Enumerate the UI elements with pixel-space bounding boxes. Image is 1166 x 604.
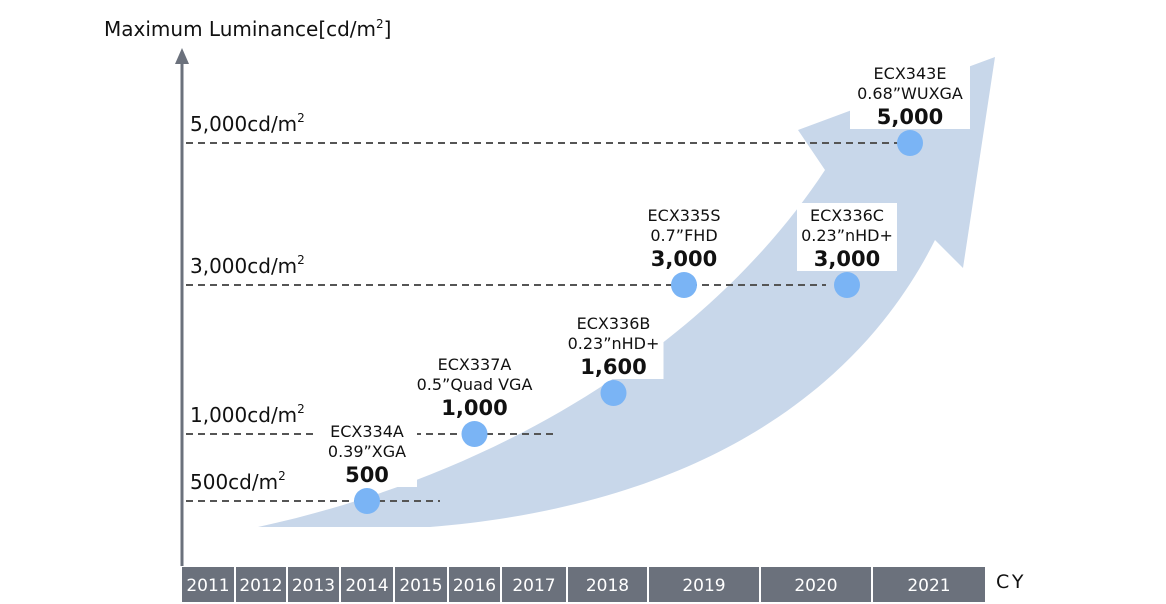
- year-label: 2011: [186, 576, 229, 596]
- point-value-label: 3,000: [651, 247, 717, 271]
- point-model: ECX335S: [648, 206, 721, 225]
- year-label: 2012: [239, 576, 282, 596]
- year-label: 2017: [512, 576, 555, 596]
- point-value-label: 500: [345, 463, 389, 487]
- year-cell: [761, 567, 871, 602]
- year-cell: [502, 567, 566, 602]
- data-point: [354, 488, 380, 514]
- year-cell: [873, 567, 985, 602]
- year-label: 2015: [399, 576, 442, 596]
- data-point: [600, 380, 627, 406]
- level-label: 5,000cd/m2: [190, 111, 305, 136]
- point-value-label: 1,000: [441, 396, 507, 420]
- year-label: 2014: [345, 576, 388, 596]
- point-model: ECX337A: [438, 355, 512, 374]
- y-axis-arrowhead: [175, 48, 189, 64]
- point-model: ECX336B: [577, 314, 651, 333]
- year-label: 2020: [794, 576, 837, 596]
- point-model: ECX343E: [874, 64, 947, 83]
- year-cell: [288, 567, 339, 602]
- point-size: 0.39”XGA: [328, 442, 406, 461]
- point-model: ECX336C: [810, 206, 884, 225]
- year-label: 2013: [292, 576, 335, 596]
- year-label: 2021: [907, 576, 950, 596]
- level-lines: 500cd/m2 1,000cd/m2 3,000cd/m2 5,000cd/m2: [186, 111, 905, 502]
- point-model: ECX334A: [330, 422, 404, 441]
- year-label: 2016: [453, 576, 496, 596]
- data-point: [897, 130, 923, 156]
- x-axis-label: CY: [996, 571, 1027, 593]
- point-size: 0.23”nHD+: [801, 226, 893, 245]
- point-value-label: 3,000: [814, 247, 880, 271]
- year-label: 2019: [682, 576, 725, 596]
- year-bar: 2011 2012 2013 2014 2015 2016 2017 2018 2019 2020…: [182, 567, 985, 602]
- year-cell: [341, 567, 393, 602]
- y-axis-title: Maximum Luminance[cd/m2]: [104, 17, 391, 41]
- year-cell: [236, 567, 286, 602]
- year-cell: [649, 567, 759, 602]
- point-label-box: [409, 352, 540, 420]
- level-label: 3,000cd/m2: [190, 253, 305, 278]
- point-size: 0.5”Quad VGA: [417, 375, 533, 394]
- point-label-box: [850, 61, 970, 129]
- year-label: 2018: [586, 576, 629, 596]
- level-label: 500cd/m2: [190, 469, 286, 494]
- point-value-label: 5,000: [877, 105, 943, 129]
- year-cell: [182, 567, 234, 602]
- point-label-box: [639, 203, 729, 271]
- point-size: 0.68”WUXGA: [857, 84, 963, 103]
- point-size: 0.23”nHD+: [568, 334, 660, 353]
- point-label-box: [797, 203, 897, 271]
- year-cell: [568, 567, 647, 602]
- data-point: [671, 272, 697, 298]
- point-size: 0.7”FHD: [650, 226, 717, 245]
- point-value-label: 1,600: [580, 355, 646, 379]
- point-label-box: [563, 311, 664, 379]
- year-cell: [449, 567, 500, 602]
- data-point: [834, 272, 860, 298]
- point-label-box: [317, 419, 417, 487]
- year-cell: [395, 567, 447, 602]
- level-label: 1,000cd/m2: [190, 402, 305, 427]
- data-point: [461, 421, 488, 447]
